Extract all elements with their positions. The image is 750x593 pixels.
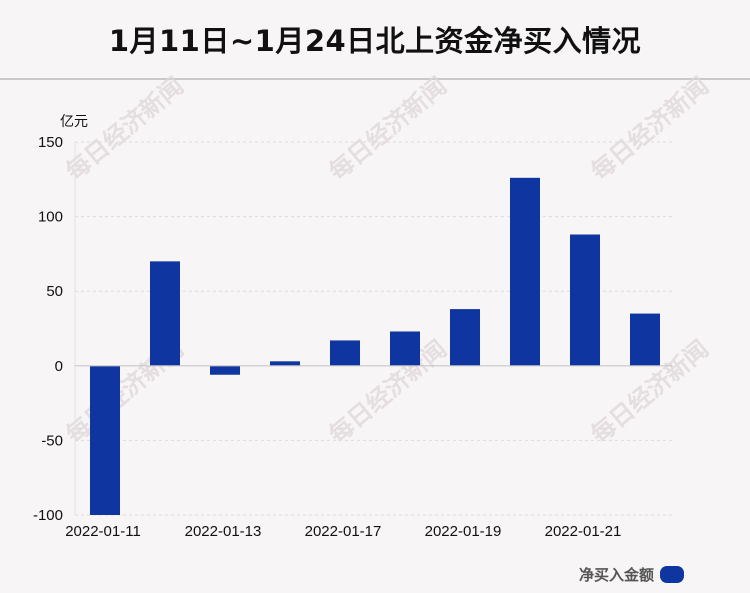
y-axis-unit: 亿元 [60,114,88,130]
x-tick-label-4: 2022-01-17 [305,523,382,540]
bar-2022-01-20 [510,177,540,366]
x-tick-label-0: 2022-01-11 [65,523,141,540]
y-tick-label-4: -50 [41,432,63,449]
bar-2022-01-24 [630,313,660,366]
watermark-2: 每日经济新闻 [586,72,714,186]
bar-2022-01-21 [570,234,600,366]
bar-2022-01-18 [390,331,420,366]
bar-2022-01-14 [270,361,300,366]
legend: 净买入金额 [579,564,684,585]
y-tick-label-5: -100 [33,507,63,524]
bar-2022-01-11 [90,365,120,515]
x-tick-label-2: 2022-01-13 [185,523,262,540]
bar-2022-01-17 [330,340,360,366]
x-tick-label-6: 2022-01-19 [425,523,502,540]
y-tick-label-0: 150 [38,134,63,151]
bar-2022-01-13 [210,365,240,375]
bar-2022-01-12 [150,261,180,366]
legend-label: 净买入金额 [578,566,654,584]
y-tick-label-1: 100 [38,209,63,226]
y-tick-label-3: 0 [55,358,63,375]
y-tick-label-2: 50 [46,283,63,300]
legend-swatch [660,566,684,583]
watermark-1: 每日经济新闻 [324,72,452,186]
title-bar: 1月11日~1月24日北上资金净买入情况 [0,0,750,80]
chart-title: 1月11日~1月24日北上资金净买入情况 [108,24,642,58]
bar-2022-01-19 [450,309,480,366]
x-tick-label-8: 2022-01-21 [545,523,622,540]
